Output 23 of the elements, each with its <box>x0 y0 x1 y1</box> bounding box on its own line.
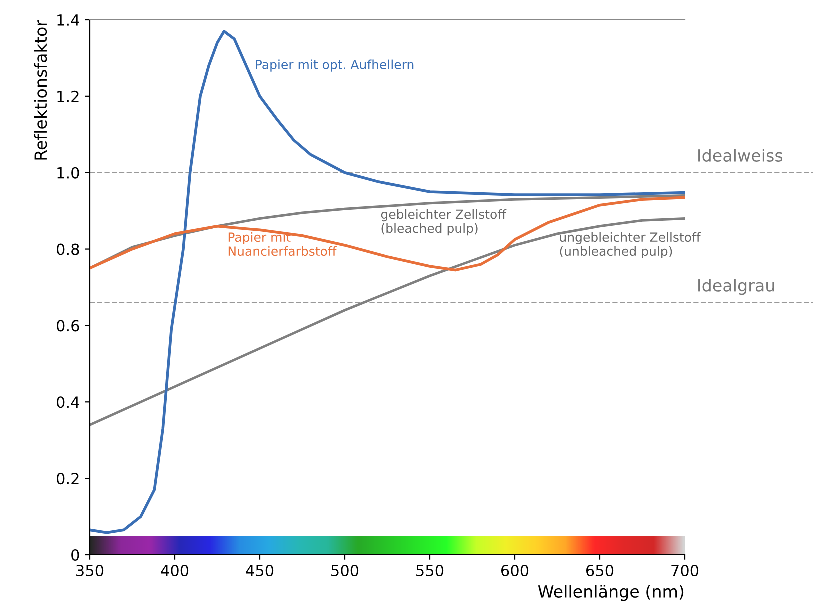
x-tick-label: 600 <box>501 564 529 577</box>
x-tick-label: 450 <box>246 564 274 577</box>
series-label: gebleichter Zellstoff (bleached pulp) <box>381 209 507 236</box>
y-tick-label: 0 <box>72 549 80 562</box>
x-tick-label: 350 <box>76 564 104 577</box>
x-tick-label: 650 <box>586 564 614 577</box>
x-tick-label: 400 <box>161 564 189 577</box>
y-tick-label: 0.2 <box>56 473 79 485</box>
series-label: ungebleichter Zellstoff (unbleached pulp) <box>560 232 702 259</box>
y-tick-label: 0.4 <box>56 396 80 408</box>
y-tick-label: 0.8 <box>56 244 80 256</box>
ref-line-label: Idealgrau <box>698 279 774 296</box>
y-tick-label: 1.2 <box>58 90 79 102</box>
series-label: Papier mit opt. Aufhellern <box>256 60 414 72</box>
x-tick-label: 550 <box>416 564 444 577</box>
y-tick-label: 0.6 <box>56 320 80 332</box>
ref-line-label: Idealweiss <box>698 149 783 162</box>
x-tick-label: 500 <box>332 564 359 577</box>
y-tick-label: 1.4 <box>58 14 80 26</box>
y-axis-title: Reflektionsfaktor <box>34 20 48 160</box>
x-axis-title: Wellenlänge (nm) <box>538 585 684 602</box>
y-tick-label: 1.0 <box>58 167 80 179</box>
x-tick-label: 700 <box>672 564 699 577</box>
